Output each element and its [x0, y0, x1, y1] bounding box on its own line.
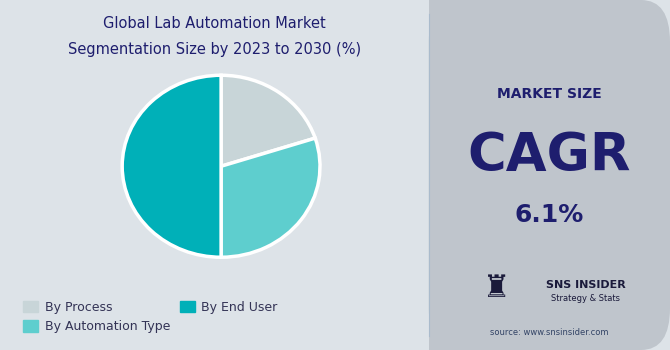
- Text: SNS INSIDER: SNS INSIDER: [545, 280, 626, 290]
- Text: CAGR: CAGR: [468, 130, 631, 182]
- Text: MARKET SIZE: MARKET SIZE: [497, 88, 602, 102]
- Text: ♜: ♜: [482, 274, 510, 303]
- Text: 6.1%: 6.1%: [515, 203, 584, 227]
- Wedge shape: [221, 138, 320, 257]
- FancyBboxPatch shape: [429, 0, 670, 350]
- Wedge shape: [221, 75, 315, 166]
- Wedge shape: [122, 75, 221, 257]
- Text: Global Lab Automation Market: Global Lab Automation Market: [103, 16, 326, 31]
- FancyBboxPatch shape: [429, 0, 465, 350]
- Text: Strategy & Stats: Strategy & Stats: [551, 294, 620, 303]
- Text: Segmentation Size by 2023 to 2030 (%): Segmentation Size by 2023 to 2030 (%): [68, 42, 361, 57]
- Text: source: www.snsinsider.com: source: www.snsinsider.com: [490, 328, 608, 337]
- Legend: By Process, By Automation Type, By End User: By Process, By Automation Type, By End U…: [23, 301, 277, 333]
